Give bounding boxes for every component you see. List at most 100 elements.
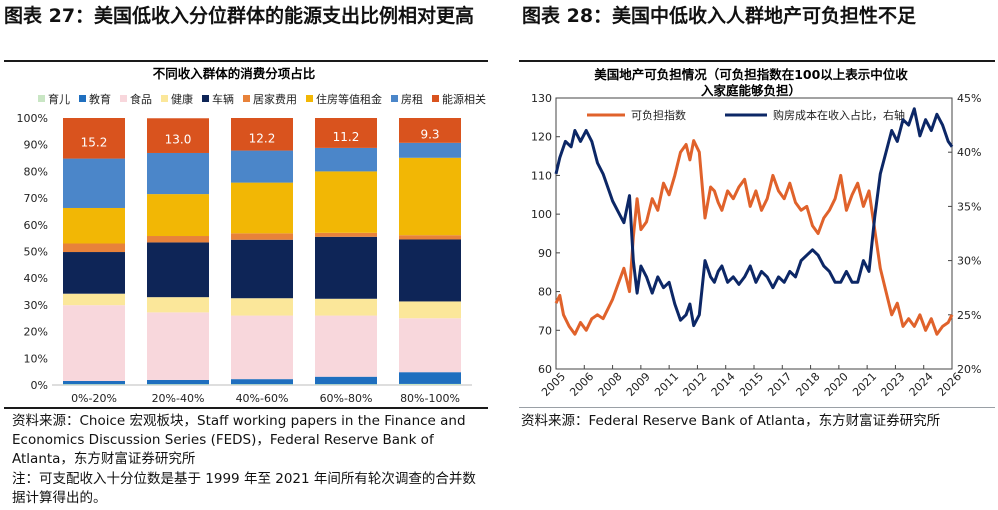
bar-segment-2-0 — [63, 305, 125, 381]
line-chart: 美国地产可负担情况（可负担指数在100以上表示中位收 入家庭能够负担） 可负担指… — [531, 67, 981, 399]
x-tick-label: 2018 — [794, 370, 823, 399]
y-left-tick-label: 60 — [538, 363, 552, 376]
bar-segment-7-4 — [399, 142, 461, 158]
x-tick-label: 40%-60% — [236, 392, 289, 405]
y-tick-label: 20% — [24, 326, 48, 339]
series-line-1 — [554, 107, 954, 328]
bar-segment-8-0 — [63, 118, 125, 159]
bar-segment-3-3 — [315, 298, 377, 316]
y-right-tick-label: 20% — [957, 363, 981, 376]
legend-swatch-2 — [120, 95, 127, 102]
bar-segment-6-4 — [399, 157, 461, 236]
bar-segment-1-4 — [399, 372, 461, 384]
legend-label-3: 健康 — [171, 92, 193, 106]
y-tick-label: 100% — [17, 112, 48, 125]
y-right-tick-label: 45% — [957, 92, 981, 105]
bar-segment-7-2 — [231, 150, 293, 183]
x-tick-label: 2024 — [907, 370, 936, 399]
legend-label-0: 可负担指数 — [631, 108, 686, 122]
data-label: 12.2 — [249, 131, 276, 145]
bar-segment-3-0 — [63, 293, 125, 306]
y-left-tick-label: 130 — [531, 92, 552, 105]
plot-frame — [555, 97, 953, 370]
bar-segment-8-4 — [399, 118, 461, 143]
bar-segment-0-0 — [63, 384, 125, 385]
y-tick-label: 30% — [24, 299, 48, 312]
y-tick-label: 90% — [24, 139, 48, 152]
bar-segment-1-2 — [231, 379, 293, 385]
bar-segment-6-2 — [231, 182, 293, 234]
chart-title-line1: 美国地产可负担情况（可负担指数在100以上表示中位收 — [594, 67, 908, 82]
y-left-tick-label: 120 — [531, 131, 552, 144]
x-tick-label: 2008 — [596, 370, 625, 399]
figure-28-title: 图表 28：美国中低收入人群地产可负担性不足 — [522, 5, 917, 27]
x-tick-label: 2017 — [765, 370, 794, 399]
bar-segment-3-4 — [399, 301, 461, 319]
legend: 育儿 教育 食品 健康 车辆 居家费用 住房等值租金 房租 能源相关 — [38, 92, 486, 106]
bar-segment-7-1 — [147, 152, 209, 195]
y-tick-label: 40% — [24, 272, 48, 285]
y-left-tick-label: 110 — [531, 169, 552, 182]
y-left-tick-label: 80 — [538, 286, 552, 299]
title-rule — [4, 60, 488, 62]
legend-swatch-3 — [161, 95, 168, 102]
legend-label-2: 食品 — [130, 92, 152, 106]
data-label: 13.0 — [165, 132, 192, 146]
legend-swatch-6 — [306, 95, 313, 102]
bar-segment-5-4 — [399, 235, 461, 240]
legend-swatch-8 — [432, 95, 439, 102]
x-tick-label: 80%-100% — [400, 392, 460, 405]
stacked-bar-chart: 不同收入群体的消费分项占比 育儿 教育 食品 健康 车辆 居家费用 住房等值租金 房租 能源相关… — [17, 66, 486, 405]
bar-segment-5-1 — [147, 236, 209, 243]
legend-swatch-0 — [38, 95, 45, 102]
data-label: 11.2 — [333, 130, 360, 144]
legend-label-4: 车辆 — [212, 92, 234, 106]
bar-segment-4-3 — [315, 236, 377, 299]
footnote: 注：可支配收入十分位数是基于 1999 年至 2021 年间所有轮次调查的合并数… — [12, 471, 476, 506]
bar-segment-5-3 — [315, 232, 377, 237]
left-panel: 图表 27：美国低收入分位群体的能源支出比例相对更高 不同收入群体的消费分项占比… — [0, 0, 492, 510]
x-tick-label: 60%-80% — [320, 392, 373, 405]
bar-segment-4-0 — [63, 252, 125, 294]
x-tick-label: 2014 — [709, 370, 738, 399]
y-tick-label: 80% — [24, 165, 48, 178]
bar-segment-4-4 — [399, 239, 461, 302]
x-tick-label: 0%-20% — [71, 392, 117, 405]
bar-segment-7-3 — [315, 147, 377, 172]
legend-label-8: 能源相关 — [442, 92, 486, 106]
bar-segment-1-0 — [63, 380, 125, 385]
y-tick-label: 10% — [24, 352, 48, 365]
y-right-tick-label: 35% — [957, 200, 981, 213]
bar-segment-8-2 — [231, 118, 293, 151]
x-tick-label: 20%-40% — [152, 392, 205, 405]
x-tick-label: 2023 — [878, 370, 907, 399]
y-right-tick-label: 25% — [957, 309, 981, 322]
x-tick-label: 2015 — [737, 370, 766, 399]
title-rule — [519, 60, 995, 62]
bar-segment-8-1 — [147, 118, 209, 153]
y-tick-label: 60% — [24, 219, 48, 232]
legend-label-1: 教育 — [89, 92, 111, 106]
legend-label-5: 居家费用 — [253, 92, 297, 106]
series-line-0 — [554, 139, 954, 336]
legend-label-6: 住房等值租金 — [316, 92, 382, 106]
legend-swatch-4 — [202, 95, 209, 102]
bar-segment-4-1 — [147, 242, 209, 298]
y-tick-label: 70% — [24, 192, 48, 205]
y-right-tick-label: 40% — [957, 146, 981, 159]
legend-label-0: 育儿 — [48, 92, 70, 106]
legend: 可负担指数 购房成本在收入占比，右轴 — [587, 108, 905, 122]
y-left-tick-label: 100 — [531, 208, 552, 221]
bar-segment-0-2 — [231, 384, 293, 385]
y-right-tick-label: 30% — [957, 255, 981, 268]
bar-segment-6-3 — [315, 171, 377, 233]
bar-segment-1-3 — [315, 376, 377, 385]
source-note: 资料来源：Federal Reserve Bank of Atlanta，东方财… — [521, 413, 941, 429]
bar-segment-0-1 — [147, 384, 209, 385]
x-tick-label: 2020 — [822, 370, 851, 399]
legend-swatch-1 — [79, 95, 86, 102]
bar-segment-0-3 — [315, 384, 377, 385]
data-label: 9.3 — [420, 127, 439, 141]
y-left-tick-label: 90 — [538, 247, 552, 260]
bar-segment-8-3 — [315, 118, 377, 148]
